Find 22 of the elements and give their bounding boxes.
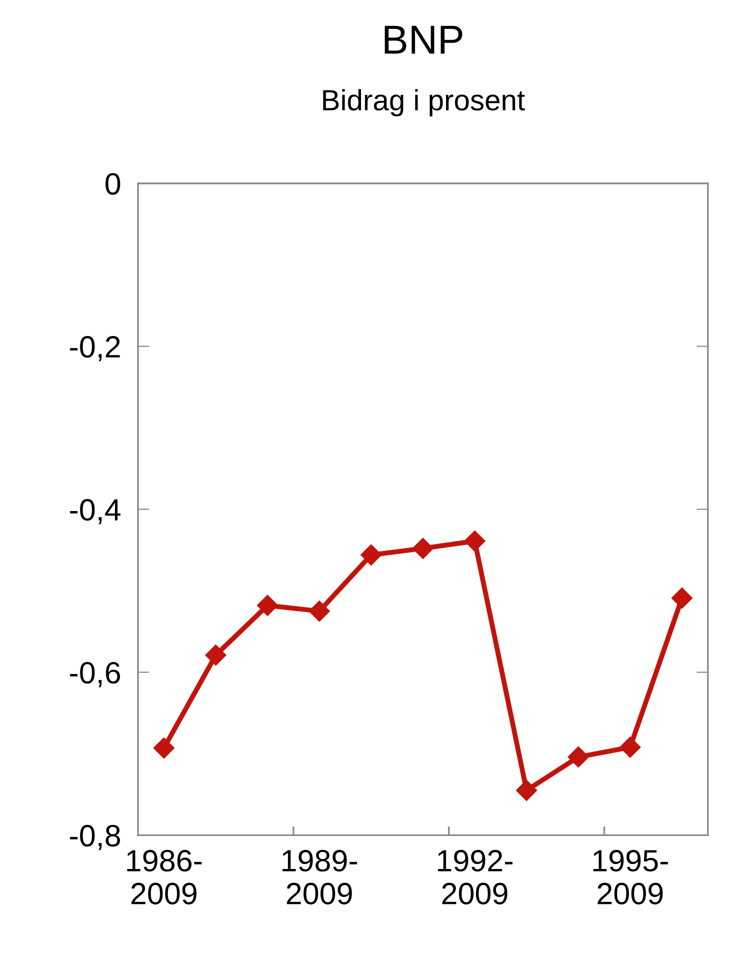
y-tick-label: -0,6 <box>70 662 120 688</box>
chart-subtitle: Bidrag i prosent <box>323 89 525 116</box>
y-tick-label: -0,4 <box>70 499 120 524</box>
point <box>308 600 330 622</box>
y-tick-label: -0,8 <box>70 824 120 850</box>
point <box>153 738 174 759</box>
y-tick-label: 0 <box>106 173 120 195</box>
x-tick-label: 1989- 2009 <box>282 850 358 904</box>
x-tick-label: 1995- 2009 <box>593 850 668 904</box>
point <box>464 530 486 552</box>
point <box>257 594 278 616</box>
point <box>620 736 641 758</box>
point <box>205 644 226 666</box>
point <box>360 544 382 566</box>
point <box>516 780 538 801</box>
y-tick-label: -0,2 <box>70 336 120 362</box>
point <box>671 588 692 609</box>
point <box>412 538 434 559</box>
chart-title: BNP <box>384 26 462 54</box>
x-tick-label: 1992- 2009 <box>438 850 512 904</box>
x-tick-label: 1986- 2009 <box>127 850 202 904</box>
point <box>568 746 589 768</box>
